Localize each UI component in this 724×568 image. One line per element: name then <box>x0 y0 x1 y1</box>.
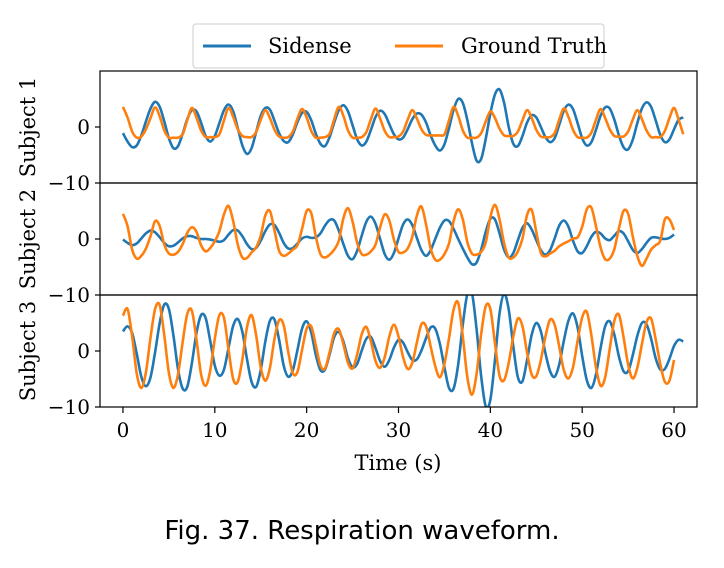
y-tick-label: −10 <box>48 171 90 195</box>
y-tick-label: 0 <box>77 227 90 251</box>
x-tick-label: 0 <box>117 418 130 442</box>
subplot-3: 0 −10 Subject 3 <box>16 294 698 419</box>
subplot-2: 0 −10 Subject 2 <box>16 182 698 307</box>
legend-label-sidense: Sidense <box>268 34 352 58</box>
y-axis-label-subject-1: Subject 1 <box>16 77 40 178</box>
series-line-sidense-subject-1 <box>121 87 684 164</box>
y-axis-label-subject-3: Subject 3 <box>16 301 40 402</box>
subplot-1: 0 −10 Subject 1 <box>16 70 698 195</box>
subplot-frame <box>99 294 698 408</box>
series-line-ground-truth-subject-2 <box>121 203 676 268</box>
series-line-sidense-subject-3 <box>121 295 684 407</box>
x-tick-label: 20 <box>294 418 319 442</box>
series-line-sidense-subject-2 <box>122 215 675 266</box>
x-tick-label: 10 <box>202 418 227 442</box>
figure-caption: Fig. 37. Respiration waveform. <box>164 516 560 546</box>
y-tick-label: 0 <box>77 115 90 139</box>
y-tick-label: −10 <box>48 283 90 307</box>
x-axis-label: Time (s) <box>355 451 442 475</box>
series-line-ground-truth-subject-3 <box>121 299 676 396</box>
x-tick-label: 40 <box>478 418 503 442</box>
y-axis-label-subject-2: Subject 2 <box>16 189 40 290</box>
legend-label-ground-truth: Ground Truth <box>461 34 607 58</box>
x-tick-label: 30 <box>386 418 411 442</box>
x-tick-label: 60 <box>661 418 686 442</box>
series-line-ground-truth-subject-1 <box>121 105 685 140</box>
x-tick-label: 50 <box>569 418 594 442</box>
y-tick-label: −10 <box>48 395 90 419</box>
y-tick-label: 0 <box>77 339 90 363</box>
legend: Sidense Ground Truth <box>192 23 607 69</box>
